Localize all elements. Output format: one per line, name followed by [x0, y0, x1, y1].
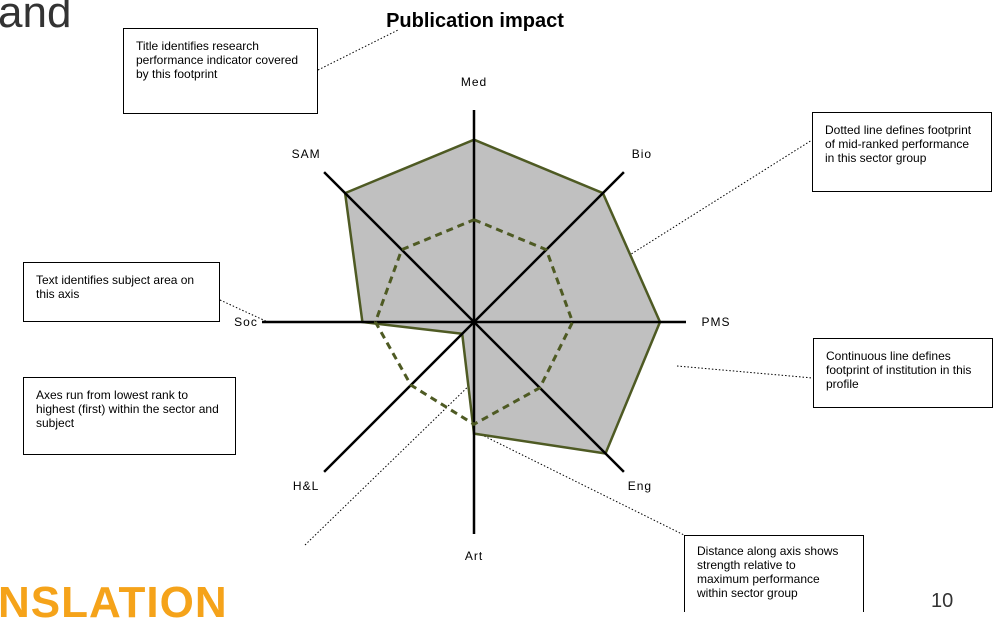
axis-label-med: Med — [461, 75, 487, 89]
pointer-axes-note — [304, 376, 479, 546]
footer-banner-text: NSLATION — [0, 578, 228, 627]
radar-chart: Med Bio PMS Eng Art H&L Soc SAM — [219, 29, 814, 563]
page-number: 10 — [931, 590, 954, 612]
pointer-continuous-note — [676, 365, 814, 379]
axis-label-eng: Eng — [628, 479, 652, 493]
institution-footprint — [343, 138, 662, 455]
axis-label-sam: SAM — [292, 147, 321, 161]
axes-annotation: Axes run from lowest rank to highest (fi… — [23, 377, 236, 455]
axis-line-eng — [473, 321, 625, 473]
subject-annotation: Text identifies subject area on this axi… — [23, 262, 220, 322]
axis-label-art: Art — [465, 549, 483, 563]
mid-ranked-footprint — [373, 218, 575, 427]
axis-line-bio — [473, 171, 625, 323]
axis-line-hl — [323, 321, 475, 473]
axis-label-bio: Bio — [632, 147, 652, 161]
axis-label-soc: Soc — [234, 315, 258, 329]
slide-title-fragment: and — [0, 0, 72, 37]
dotted-line-annotation: Dotted line defines footprint of mid-ran… — [812, 112, 992, 192]
pointer-subject-note — [219, 299, 271, 324]
pointer-title-note — [317, 29, 399, 71]
axis-label-hl: H&L — [293, 479, 319, 493]
chart-title: Publication impact — [386, 10, 564, 32]
title-annotation: Title identifies research performance in… — [123, 28, 318, 114]
continuous-line-annotation: Continuous line defines footprint of ins… — [813, 338, 993, 408]
axis-label-pms: PMS — [701, 315, 730, 329]
axis-line-sam — [323, 171, 475, 323]
distance-annotation: Distance along axis shows strength relat… — [684, 535, 864, 612]
